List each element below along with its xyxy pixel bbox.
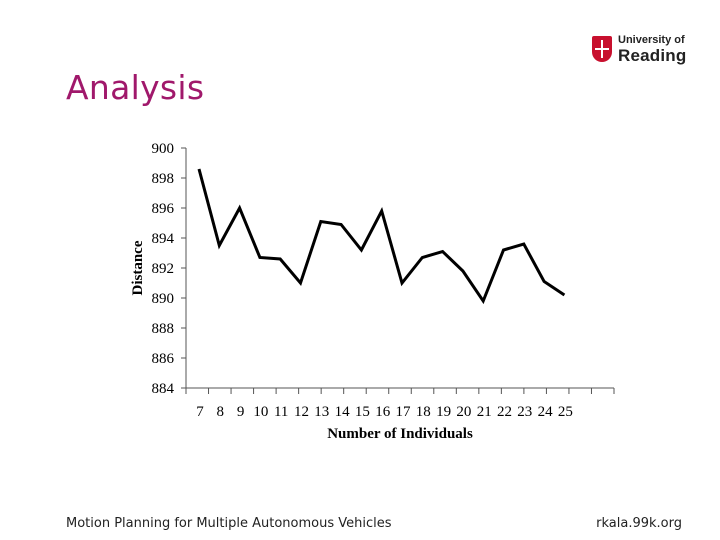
y-tick-label: 886	[152, 351, 175, 367]
logo-line2: Reading	[618, 46, 687, 65]
x-tick-label: 23	[517, 404, 532, 420]
crest-icon	[592, 36, 612, 62]
x-tick-label: 19	[436, 404, 451, 420]
x-tick-label: 16	[375, 404, 391, 420]
y-tick-label: 896	[152, 201, 175, 217]
y-axis-title: Distance	[130, 240, 146, 295]
university-logo: University of Reading	[592, 34, 692, 66]
y-tick-label: 900	[152, 141, 175, 157]
x-tick-label: 18	[416, 404, 431, 420]
x-tick-label: 8	[217, 404, 225, 420]
logo-line1: University of	[618, 34, 685, 46]
footer-right-text: rkala.99k.org	[596, 516, 682, 531]
y-tick-label: 894	[152, 231, 175, 247]
x-axis-title: Number of Individuals	[327, 426, 473, 442]
y-tick-label: 892	[152, 261, 175, 277]
series-group	[197, 168, 566, 305]
x-tick-label: 17	[396, 404, 412, 420]
x-tick-labels: 7 8 9 10 11 12 13 14 15 16 17 18 19 20 21 22 23 24 25	[196, 404, 573, 420]
y-tick-label: 890	[152, 291, 175, 307]
x-tick-label: 14	[335, 404, 351, 420]
x-tick-label: 9	[237, 404, 245, 420]
x-tick-label: 21	[477, 404, 492, 420]
series-line-distance	[197, 168, 566, 305]
y-tick-label: 884	[152, 381, 175, 397]
x-tick-label: 24	[538, 404, 554, 420]
footer-left-text: Motion Planning for Multiple Autonomous …	[66, 516, 392, 531]
x-tick-label: 15	[355, 404, 370, 420]
y-tick-label: 898	[152, 171, 175, 187]
y-tick-label: 888	[152, 321, 175, 337]
chart-axes	[181, 147, 615, 394]
x-tick-label: 7	[196, 404, 204, 420]
y-tick-labels: 900 898 896 894 892 890 888 886 884	[152, 141, 175, 397]
slide-title: Analysis	[66, 68, 205, 107]
x-tick-label: 11	[274, 404, 288, 420]
x-tick-label: 12	[294, 404, 309, 420]
x-tick-label: 20	[456, 404, 471, 420]
x-tick-label: 25	[558, 404, 573, 420]
x-tick-label: 10	[253, 404, 268, 420]
x-tick-label: 13	[314, 404, 329, 420]
x-tick-label: 22	[497, 404, 512, 420]
